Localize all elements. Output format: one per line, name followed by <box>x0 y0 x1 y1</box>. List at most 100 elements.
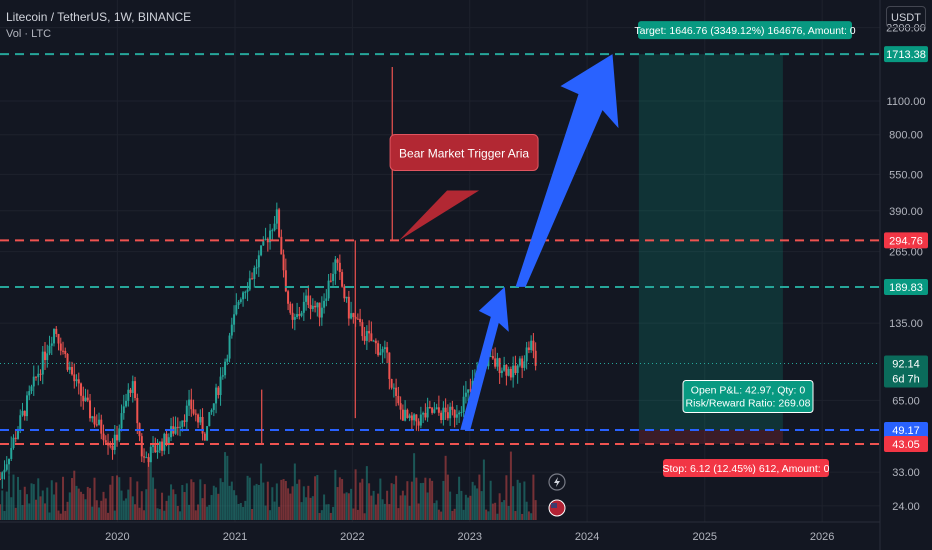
volume-bar <box>264 505 267 520</box>
candle-body <box>523 361 526 368</box>
candle-body <box>291 312 294 320</box>
candle-body <box>26 395 29 417</box>
candle-body <box>440 412 443 421</box>
candle-body <box>305 295 308 302</box>
candle-body <box>410 415 413 421</box>
stop-label: Stop: 6.12 (12.45%) 612, Amount: 0 <box>663 463 830 475</box>
price-tag-label: 43.05 <box>892 439 920 451</box>
candle-body <box>386 347 389 353</box>
price-tag-label: 92.14 <box>892 358 920 370</box>
drawings: Bear Market Trigger Aria Target: 1646.76 … <box>261 21 856 517</box>
volume-bar <box>86 486 89 520</box>
candle-body <box>44 351 47 361</box>
volume-bar <box>5 491 8 520</box>
volume-bar <box>489 480 492 520</box>
price-tag <box>884 278 928 295</box>
candle-body <box>73 374 76 382</box>
volume-bar <box>284 480 287 520</box>
x-tick-label: 2020 <box>105 531 129 543</box>
volume-bar <box>89 488 92 520</box>
volume-bar <box>181 485 184 520</box>
candle-body <box>311 305 314 309</box>
volume-bar <box>91 506 94 520</box>
y-tick-label: 24.00 <box>892 501 920 513</box>
candle-body <box>32 376 35 387</box>
volume-bar <box>109 484 112 520</box>
flash-icon <box>554 477 560 487</box>
candle-body <box>296 314 299 318</box>
volume-bar <box>253 485 256 520</box>
candle-body <box>496 358 499 367</box>
candle-body <box>219 376 222 396</box>
candle-body <box>525 347 528 362</box>
candle-body <box>57 333 60 344</box>
volume-bar <box>374 504 377 520</box>
candle-body <box>30 386 33 392</box>
volume-bar <box>491 503 494 520</box>
candle-body <box>336 259 339 263</box>
candle-body <box>374 340 377 344</box>
candle-body <box>426 407 429 418</box>
candle-body <box>66 353 69 370</box>
candle-body <box>98 419 101 425</box>
volume-bar <box>53 494 56 520</box>
volume-bar <box>217 493 220 520</box>
volume-bar <box>266 481 269 520</box>
candle-body <box>230 324 233 336</box>
volume-bar <box>534 500 537 520</box>
candle-body <box>316 302 319 308</box>
y-tick-label: 2200.00 <box>886 23 926 35</box>
time-axis: 2020 2021 2022 2023 2024 2025 2026 <box>105 531 834 543</box>
candle-body <box>163 433 166 451</box>
currency-button[interactable]: USDT <box>886 6 926 28</box>
x-tick-label: 2022 <box>340 531 364 543</box>
volume-indicator-label: Vol · LTC <box>6 28 52 40</box>
large-up-arrow <box>515 54 619 287</box>
volume-bar <box>442 480 445 520</box>
candle-body <box>21 410 24 416</box>
candle-body <box>404 409 407 421</box>
candle-body <box>127 389 130 401</box>
volume-bar <box>300 502 303 520</box>
volume-bar <box>527 511 530 520</box>
volume-bar <box>48 512 51 520</box>
volume-bar <box>392 484 395 520</box>
candle-body <box>527 347 530 350</box>
volume-bar <box>100 500 103 520</box>
volume-bar <box>296 483 299 520</box>
volume-bar <box>397 508 400 520</box>
volume-bar <box>30 483 33 520</box>
y-tick-label: 390.00 <box>889 206 923 218</box>
candle-body <box>136 397 139 424</box>
candle-body <box>365 331 368 341</box>
target-label: Target: 1646.76 (3349.12%) 164676, Amoun… <box>634 25 855 37</box>
volume-bar <box>395 475 398 520</box>
volume-bar <box>260 463 263 520</box>
volume-bar <box>311 496 314 520</box>
candle-body <box>84 397 87 402</box>
candle-body <box>59 343 62 351</box>
pnl-label: Open P&L: 42.97, Qty: 0 <box>691 384 806 396</box>
volume-bar <box>93 477 96 520</box>
volume-bar <box>80 491 83 520</box>
volume-bar <box>271 487 274 520</box>
y-tick-label: 65.00 <box>892 395 920 407</box>
candle-body <box>356 318 359 320</box>
candle-body <box>237 301 240 306</box>
volume-bar <box>50 480 53 520</box>
volume-bar <box>345 492 348 520</box>
volume-bar <box>496 513 499 520</box>
volume-bar <box>485 509 488 520</box>
y-tick-label: 135.00 <box>889 318 923 330</box>
volume-bar <box>521 513 524 520</box>
candle-body <box>170 426 173 438</box>
y-tick-label: 33.00 <box>892 467 920 479</box>
volume-bar <box>523 481 526 520</box>
candle-body <box>437 407 440 413</box>
volume-bar <box>158 509 161 520</box>
candle-body <box>17 430 20 439</box>
volume-bar <box>467 497 470 520</box>
candle-body <box>206 426 209 441</box>
candle-body <box>428 407 431 409</box>
